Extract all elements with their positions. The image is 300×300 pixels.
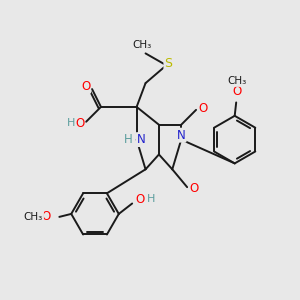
Text: O: O <box>75 117 84 130</box>
Text: S: S <box>164 57 172 70</box>
Text: O: O <box>41 210 51 224</box>
Text: N: N <box>137 133 146 146</box>
Text: O: O <box>136 193 145 206</box>
Text: CH₃: CH₃ <box>132 40 152 50</box>
Text: O: O <box>189 182 198 195</box>
Text: H: H <box>67 118 75 128</box>
Text: CH₃: CH₃ <box>24 212 43 222</box>
Text: O: O <box>232 85 242 98</box>
Text: CH₃: CH₃ <box>227 76 246 86</box>
Text: N: N <box>177 129 186 142</box>
Text: H: H <box>124 133 133 146</box>
Text: H: H <box>146 194 155 204</box>
Text: O: O <box>81 80 90 93</box>
Text: O: O <box>198 102 207 115</box>
